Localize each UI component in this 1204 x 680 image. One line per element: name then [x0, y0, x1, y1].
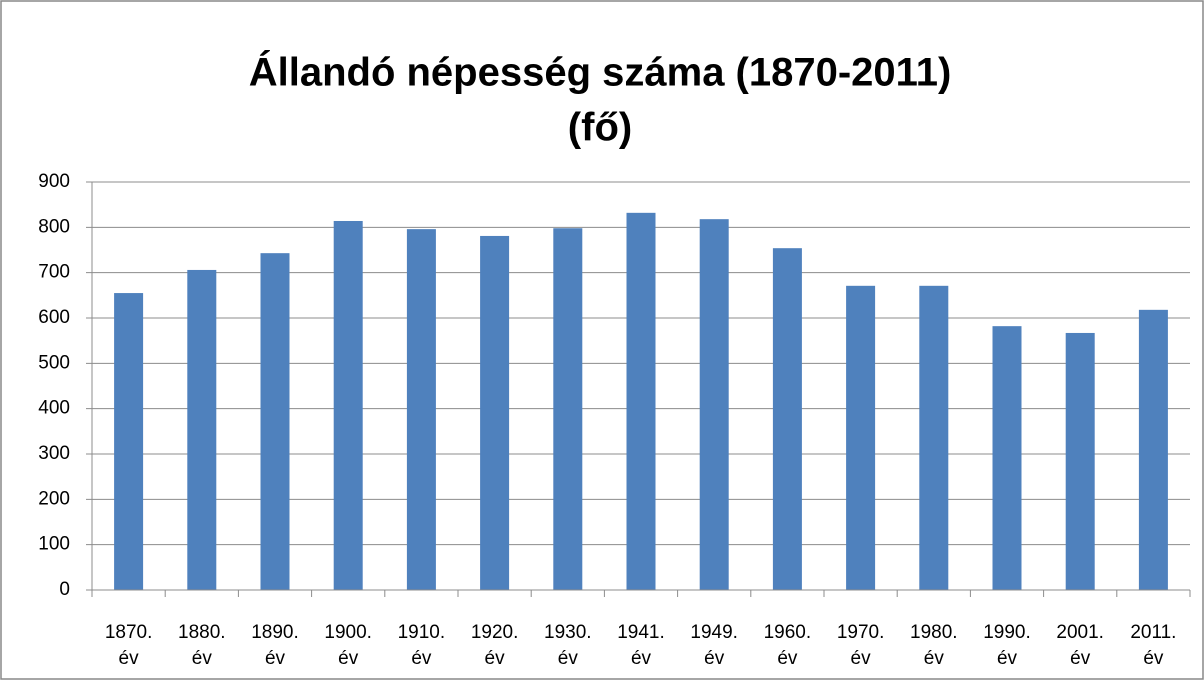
x-tick-label: 1900. év	[324, 622, 372, 669]
bar	[114, 293, 144, 590]
y-tick-label: 900	[38, 171, 70, 192]
bar	[1138, 309, 1168, 590]
x-tick-label: 1990. év	[983, 622, 1031, 669]
bar	[699, 219, 729, 590]
x-tick-label: 1970. év	[836, 622, 885, 669]
x-tick-label: 1880. év	[178, 622, 226, 669]
x-tick-label: 2001. év	[1056, 622, 1104, 669]
y-tick-label: 500	[38, 352, 70, 373]
x-tick-label: 2011. év	[1130, 622, 1177, 669]
y-tick-label: 600	[38, 307, 70, 328]
y-tick-label: 400	[38, 398, 70, 419]
x-tick-label: 1890. év	[251, 622, 299, 669]
y-tick-label: 800	[38, 216, 70, 237]
y-tick-label: 200	[38, 488, 70, 509]
x-tick-label: 1960. év	[763, 622, 812, 669]
x-tick-label: 1930. év	[544, 622, 592, 669]
x-tick-label: 1910. év	[397, 622, 446, 669]
bar	[919, 285, 949, 590]
bar	[1065, 332, 1095, 590]
x-tick-label: 1941. év	[617, 622, 665, 669]
y-tick-label: 100	[38, 534, 70, 555]
bar	[187, 269, 217, 590]
x-tick-label: 1870. év	[104, 622, 153, 669]
chart-subtitle: (fő)	[568, 106, 632, 150]
bar	[480, 235, 510, 591]
bar	[992, 326, 1022, 590]
y-tick-label: 0	[59, 579, 70, 600]
x-tick-label: 1949. év	[690, 622, 738, 669]
bar	[626, 212, 656, 590]
y-tick-label: 700	[38, 262, 70, 283]
bar	[406, 229, 436, 590]
y-tick-label: 300	[38, 443, 70, 464]
bar	[846, 285, 876, 590]
bar	[553, 228, 583, 591]
bar	[772, 248, 802, 591]
bar	[333, 220, 363, 590]
x-tick-label: 1980. év	[910, 622, 958, 669]
chart-title: Állandó népesség száma (1870-2011)	[249, 50, 952, 95]
x-tick-label: 1920. év	[470, 622, 519, 669]
bar	[260, 253, 290, 590]
